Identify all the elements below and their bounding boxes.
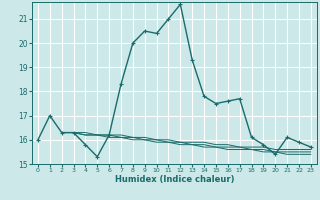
X-axis label: Humidex (Indice chaleur): Humidex (Indice chaleur) bbox=[115, 175, 234, 184]
